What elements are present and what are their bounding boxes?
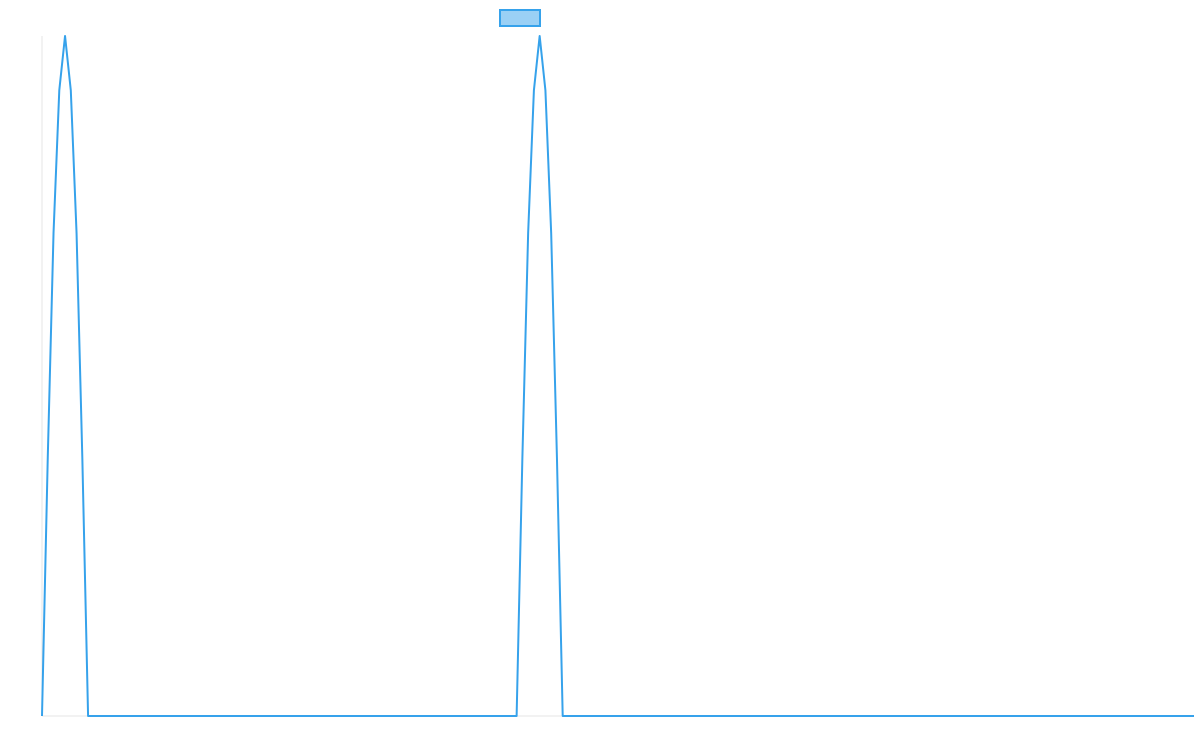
legend-swatch: [499, 9, 541, 27]
data-line: [41, 35, 1194, 717]
